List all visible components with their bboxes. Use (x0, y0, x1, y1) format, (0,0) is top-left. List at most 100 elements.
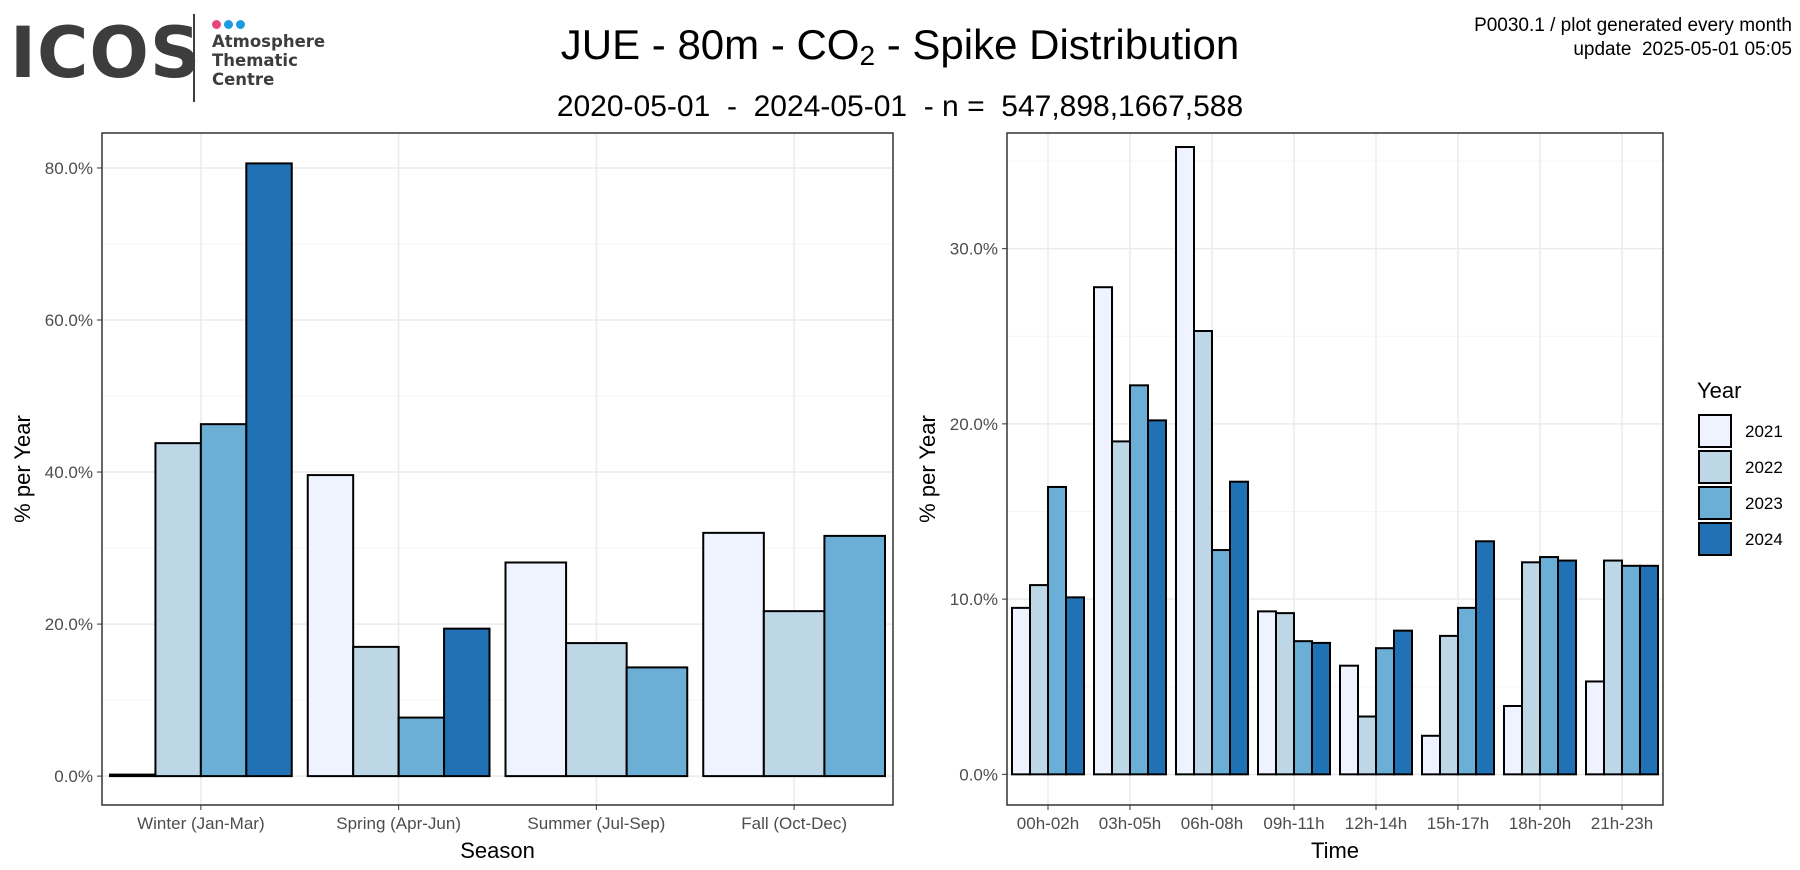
legend-label: 2024 (1745, 530, 1783, 549)
legend-swatch (1698, 450, 1732, 484)
logo-dots (212, 16, 248, 29)
bar-2022 (1439, 634, 1459, 776)
y-tick-label: 30.0% (950, 240, 998, 259)
bar-2023 (1375, 647, 1395, 776)
bar-2021 (1421, 734, 1441, 776)
bar-2021 (1257, 610, 1277, 776)
x-axis-title: Time (1311, 838, 1359, 863)
y-tick-label: 80.0% (45, 159, 93, 178)
bar-2023 (1621, 564, 1641, 776)
bar-2021 (504, 561, 568, 778)
x-tick-label: Spring (Apr-Jun) (336, 814, 461, 833)
bar-2023 (1211, 549, 1231, 776)
x-axis-title: Season (460, 838, 535, 863)
y-axis-title: % per Year (10, 415, 35, 523)
logo-divider (193, 14, 195, 102)
logo-caption-line: Thematic (212, 51, 298, 70)
legend-label: 2023 (1745, 494, 1783, 513)
bar-2022 (1111, 440, 1131, 776)
bar-2024 (1475, 540, 1495, 776)
x-tick-label: Fall (Oct-Dec) (741, 814, 847, 833)
x-tick-label: Summer (Jul-Sep) (527, 814, 665, 833)
legend-label: 2021 (1745, 422, 1783, 441)
y-tick-label: 40.0% (45, 463, 93, 482)
bar-2022 (1357, 715, 1377, 776)
bar-2021 (1175, 146, 1195, 776)
title-subscript: 2 (859, 40, 876, 71)
meta-update: update 2025-05-01 05:05 (1573, 39, 1792, 60)
x-tick-label: 18h-20h (1509, 814, 1571, 833)
bar-2024 (443, 627, 491, 778)
panel-border (101, 132, 894, 806)
bar-2022 (1521, 561, 1541, 776)
bar-2023 (1293, 640, 1313, 776)
bar-2021 (109, 773, 157, 778)
bar-2024 (1639, 564, 1659, 776)
y-tick-label: 0.0% (959, 765, 998, 784)
title-tail: - Spike Distribution (875, 21, 1240, 68)
legend-swatch (1698, 522, 1732, 556)
x-tick-label: 03h-05h (1099, 814, 1161, 833)
bar-2022 (1029, 584, 1049, 776)
logo-dot (236, 20, 245, 29)
plot-meta: P0030.1 / plot generated every month upd… (1474, 14, 1792, 62)
bar-2021 (702, 531, 765, 778)
bar-2022 (1603, 559, 1623, 776)
y-tick-label: 0.0% (54, 767, 93, 786)
bar-2024 (245, 162, 293, 778)
bar-2023 (625, 666, 689, 778)
y-axis-title: % per Year (915, 415, 940, 523)
bar-2023 (199, 423, 248, 778)
page-title: JUE - 80m - CO2 - Spike Distribution (0, 18, 1800, 83)
icos-logo: ICOS Atmosphere Thematic Centre (10, 14, 330, 106)
x-tick-label: 09h-11h (1263, 814, 1324, 833)
meta-plot-id: P0030.1 / plot generated every month (1474, 15, 1792, 36)
bar-2022 (154, 442, 202, 778)
bar-2023 (397, 716, 446, 778)
page-subtitle: 2020-05-01 - 2024-05-01 - n = 547,898,16… (556, 90, 1244, 123)
bar-2021 (1093, 286, 1113, 776)
x-tick-label: 21h-23h (1591, 814, 1653, 833)
title-main: JUE - 80m - CO (560, 21, 860, 68)
logo-dot (224, 20, 233, 29)
bar-2021 (1503, 704, 1523, 776)
y-tick-label: 20.0% (950, 415, 998, 434)
bar-2024 (1393, 629, 1413, 776)
bar-2022 (1193, 330, 1213, 776)
bar-2021 (1339, 664, 1359, 776)
bar-2023 (1539, 556, 1559, 776)
legend-swatch (1698, 414, 1732, 448)
bar-2024 (1311, 641, 1331, 776)
y-tick-label: 20.0% (45, 615, 93, 634)
legend-title: Year (1697, 378, 1741, 403)
bar-2023 (823, 534, 887, 778)
bar-2023 (1457, 606, 1477, 776)
bar-2022 (352, 645, 400, 778)
bar-2022 (762, 610, 826, 778)
x-tick-label: Winter (Jan-Mar) (137, 814, 265, 833)
bar-2022 (565, 642, 628, 778)
bar-2021 (1011, 606, 1031, 776)
bar-2021 (1585, 680, 1605, 776)
x-tick-label: 12h-14h (1345, 814, 1407, 833)
bar-2023 (1129, 384, 1149, 776)
bar-2024 (1557, 559, 1577, 776)
legend-swatch (1698, 486, 1732, 520)
y-tick-label: 60.0% (45, 311, 93, 330)
y-tick-label: 10.0% (950, 590, 998, 609)
bar-2021 (306, 474, 355, 778)
x-tick-label: 06h-08h (1181, 814, 1243, 833)
bar-2024 (1229, 480, 1249, 776)
legend-label: 2022 (1745, 458, 1783, 477)
logo-dot (212, 20, 221, 29)
x-tick-label: 00h-02h (1017, 814, 1079, 833)
logo-caption: Atmosphere Thematic Centre (212, 32, 325, 89)
panel-border (1006, 132, 1664, 806)
logo-caption-line: Centre (212, 70, 275, 89)
bar-2024 (1147, 419, 1167, 776)
bar-2023 (1047, 485, 1067, 776)
x-tick-label: 15h-17h (1427, 814, 1489, 833)
bar-2024 (1065, 596, 1085, 776)
bar-2022 (1275, 612, 1295, 776)
